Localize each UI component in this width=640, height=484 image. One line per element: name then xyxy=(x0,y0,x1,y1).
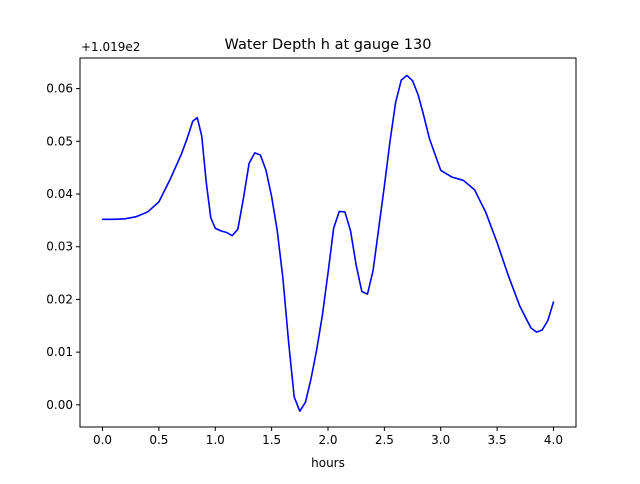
x-tick-label: 4.0 xyxy=(544,433,563,447)
plot-frame xyxy=(79,57,577,428)
y-tick-label: 0.02 xyxy=(46,292,73,306)
x-tick-label: 2.5 xyxy=(375,433,394,447)
x-tick-label: 3.5 xyxy=(488,433,507,447)
x-tick-label: 1.0 xyxy=(206,433,225,447)
x-tick-label: 0.5 xyxy=(149,433,168,447)
x-tick-label: 1.5 xyxy=(262,433,281,447)
y-axis: 0.00 0.01 0.02 0.03 0.04 0.05 0.06 xyxy=(46,82,80,412)
y-offset-label: +1.019e2 xyxy=(81,40,140,54)
y-tick-label: 0.05 xyxy=(46,134,73,148)
x-tick-label: 0.0 xyxy=(93,433,112,447)
x-axis-label: hours xyxy=(311,456,345,470)
x-tick-label: 2.0 xyxy=(318,433,337,447)
y-tick-label: 0.01 xyxy=(46,345,73,359)
y-tick-label: 0.06 xyxy=(46,82,73,96)
y-tick-label: 0.00 xyxy=(46,398,73,412)
y-tick-label: 0.03 xyxy=(46,240,73,254)
x-axis: 0.0 0.5 1.0 1.5 2.0 2.5 3.0 3.5 4.0 xyxy=(93,427,563,447)
series-line xyxy=(101,74,555,412)
y-tick-label: 0.04 xyxy=(46,187,73,201)
chart-title: Water Depth h at gauge 130 xyxy=(225,37,432,53)
x-tick-label: 3.0 xyxy=(431,433,450,447)
